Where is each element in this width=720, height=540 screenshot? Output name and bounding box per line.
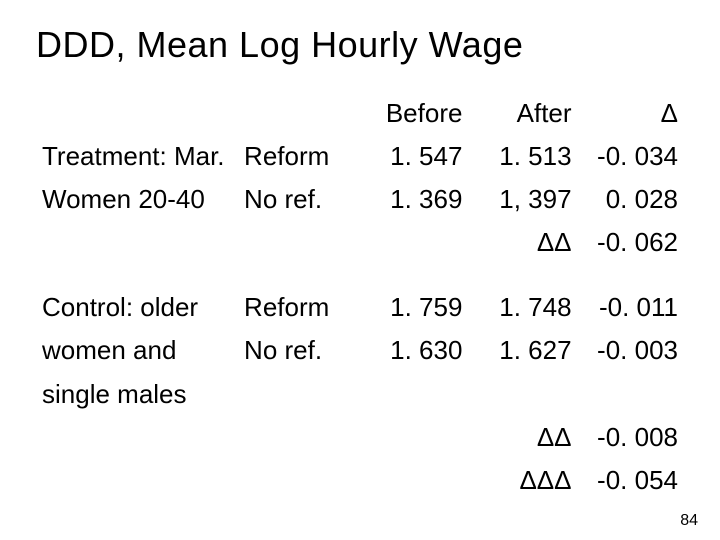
table-row: Treatment: Mar. Reform 1. 547 1. 513 -0.… — [36, 135, 684, 178]
cell-value: 0. 028 — [578, 178, 684, 221]
reform-label: Reform — [238, 135, 354, 178]
table-header-row: Before After Δ — [36, 92, 684, 135]
table-row: women and No ref. 1. 630 1. 627 -0. 003 — [36, 329, 684, 372]
control-label-3: single males — [36, 373, 238, 416]
reform-label: Reform — [238, 286, 354, 329]
cell-value: 1. 513 — [468, 135, 577, 178]
table-row-dd: ΔΔ -0. 062 — [36, 221, 684, 264]
dd-value: -0. 062 — [578, 221, 684, 264]
cell-value: 1. 369 — [354, 178, 468, 221]
dd-label: ΔΔ — [468, 416, 577, 459]
table-row: Control: older Reform 1. 759 1. 748 -0. … — [36, 286, 684, 329]
treatment-label-2: Women 20-40 — [36, 178, 238, 221]
dd-label: ΔΔ — [468, 221, 577, 264]
cell-value: 1. 547 — [354, 135, 468, 178]
col-delta: Δ — [578, 92, 684, 135]
noref-label: No ref. — [238, 329, 354, 372]
cell-value: -0. 034 — [578, 135, 684, 178]
cell-value: 1, 397 — [468, 178, 577, 221]
table-row: Women 20-40 No ref. 1. 369 1, 397 0. 028 — [36, 178, 684, 221]
table-row-ddd: ΔΔΔ -0. 054 — [36, 459, 684, 502]
treatment-label-1: Treatment: Mar. — [36, 135, 238, 178]
slide: DDD, Mean Log Hourly Wage Before After Δ… — [0, 0, 720, 540]
cell-value: 1. 627 — [468, 329, 577, 372]
ddd-label: ΔΔΔ — [468, 459, 577, 502]
ddd-value: -0. 054 — [578, 459, 684, 502]
noref-label: No ref. — [238, 178, 354, 221]
spacer-row — [36, 264, 684, 286]
control-label-2: women and — [36, 329, 238, 372]
cell-value: 1. 630 — [354, 329, 468, 372]
cell-value: 1. 759 — [354, 286, 468, 329]
col-after: After — [468, 92, 577, 135]
dd-value: -0. 008 — [578, 416, 684, 459]
cell-value: -0. 011 — [578, 286, 684, 329]
table-row: single males — [36, 373, 684, 416]
col-before: Before — [354, 92, 468, 135]
slide-title: DDD, Mean Log Hourly Wage — [36, 24, 684, 66]
table-row-dd: ΔΔ -0. 008 — [36, 416, 684, 459]
data-table: Before After Δ Treatment: Mar. Reform 1.… — [36, 92, 684, 502]
cell-value: -0. 003 — [578, 329, 684, 372]
control-label-1: Control: older — [36, 286, 238, 329]
page-number: 84 — [680, 512, 698, 530]
cell-value: 1. 748 — [468, 286, 577, 329]
